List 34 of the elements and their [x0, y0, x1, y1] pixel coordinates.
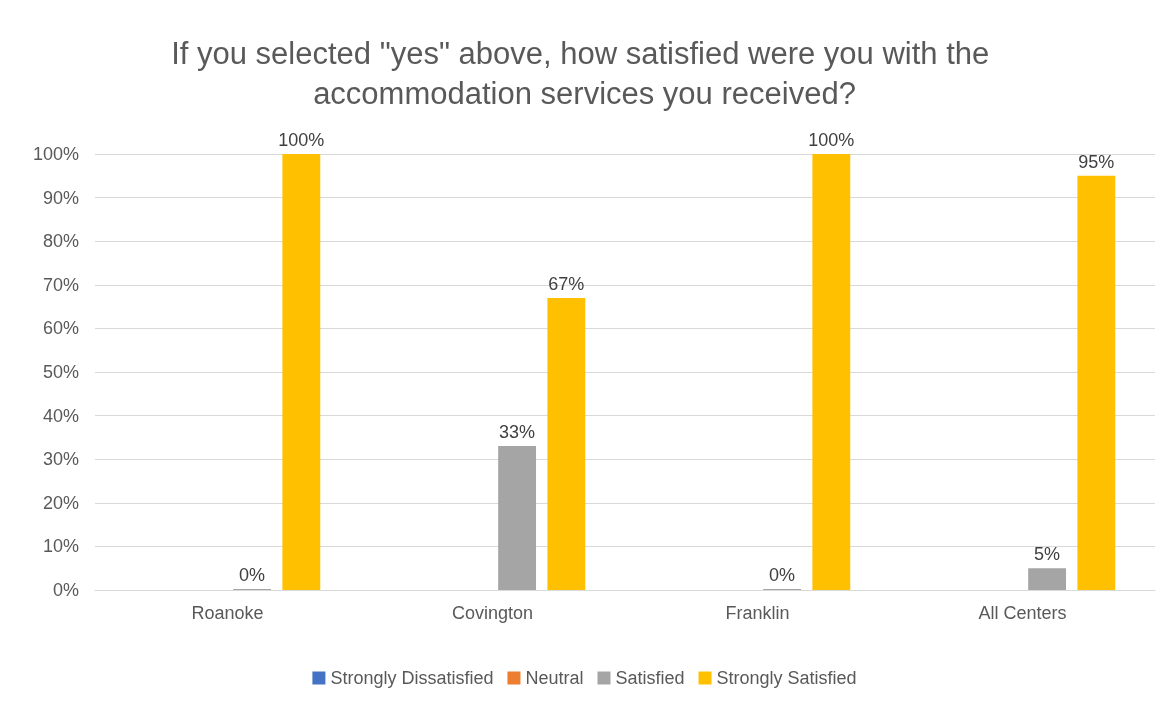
- y-tick-label: 40%: [42, 405, 79, 426]
- y-tick-label: 10%: [42, 536, 79, 557]
- y-tick-label: 20%: [42, 492, 79, 513]
- data-label: 67%: [548, 273, 585, 294]
- bar: [1077, 175, 1116, 590]
- y-tick-label: 0%: [52, 580, 79, 600]
- legend-label: Strongly Satisfied: [716, 668, 857, 688]
- x-tick-label: Franklin: [725, 603, 790, 623]
- y-tick-label: 100%: [32, 144, 79, 164]
- data-label: 5%: [1034, 544, 1061, 565]
- bar: [1028, 568, 1067, 590]
- data-label: 95%: [1078, 151, 1115, 172]
- bar: [812, 154, 851, 590]
- bar: [282, 154, 321, 590]
- y-tick-label: 30%: [42, 449, 79, 470]
- y-tick-label: 80%: [42, 231, 79, 252]
- data-label: 0%: [239, 565, 266, 585]
- legend-label: Neutral: [525, 668, 584, 688]
- legend-label: Strongly Dissatisfied: [330, 668, 494, 688]
- data-label: 100%: [808, 130, 855, 150]
- y-tick-label: 50%: [42, 362, 79, 382]
- x-tick-label: Covington: [451, 603, 534, 623]
- x-tick-label: All Centers: [978, 603, 1067, 623]
- data-label: 33%: [499, 422, 536, 443]
- data-label: 0%: [769, 565, 796, 585]
- y-tick-label: 70%: [42, 274, 79, 295]
- y-tick-label: 60%: [42, 318, 79, 339]
- bar: [498, 446, 537, 590]
- x-tick-label: Roanoke: [191, 603, 264, 623]
- chart-title: If you selected "yes" above, how satisfied were you with the accommodation services you received?: [171, 35, 998, 111]
- bar: [547, 297, 586, 590]
- data-label: 100%: [278, 130, 325, 150]
- legend-label: Satisfied: [615, 668, 685, 688]
- y-tick-label: 90%: [42, 187, 79, 208]
